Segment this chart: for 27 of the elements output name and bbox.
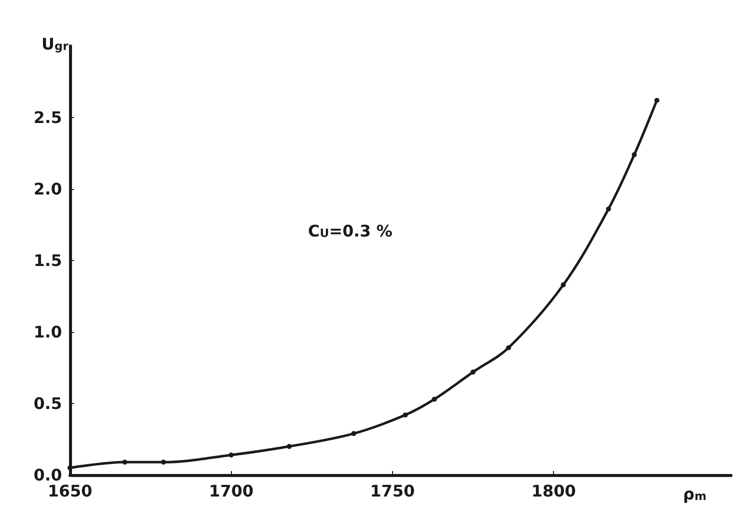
x-axis-title: ρm bbox=[683, 484, 706, 504]
point bbox=[68, 465, 72, 470]
point bbox=[161, 460, 166, 465]
x-tick-label: 1700 bbox=[208, 482, 254, 500]
point bbox=[432, 396, 437, 402]
y-tick-label: 0.5 bbox=[34, 394, 62, 413]
point bbox=[606, 206, 611, 212]
point bbox=[654, 98, 660, 103]
y-tick-label: 1.0 bbox=[34, 322, 62, 342]
point bbox=[402, 412, 408, 418]
point bbox=[632, 152, 637, 158]
x-tick-label: 1750 bbox=[370, 482, 415, 500]
y-tick-label: 2.0 bbox=[34, 180, 62, 198]
point bbox=[506, 345, 512, 350]
point bbox=[286, 444, 292, 449]
x-tick-label: 1650 bbox=[48, 482, 92, 500]
y-axis-title: Ugr bbox=[42, 34, 69, 54]
point bbox=[228, 452, 234, 458]
point bbox=[122, 460, 128, 465]
y-tick-label: 2.5 bbox=[34, 108, 62, 127]
y-tick-label: 1.5 bbox=[34, 251, 62, 270]
annotation: CU=0.3 % bbox=[308, 222, 392, 240]
y-tick-label: 0.0 bbox=[34, 466, 62, 484]
point bbox=[470, 370, 476, 375]
x-tick-label: 1800 bbox=[531, 482, 576, 500]
point bbox=[560, 282, 566, 288]
point bbox=[351, 431, 356, 436]
